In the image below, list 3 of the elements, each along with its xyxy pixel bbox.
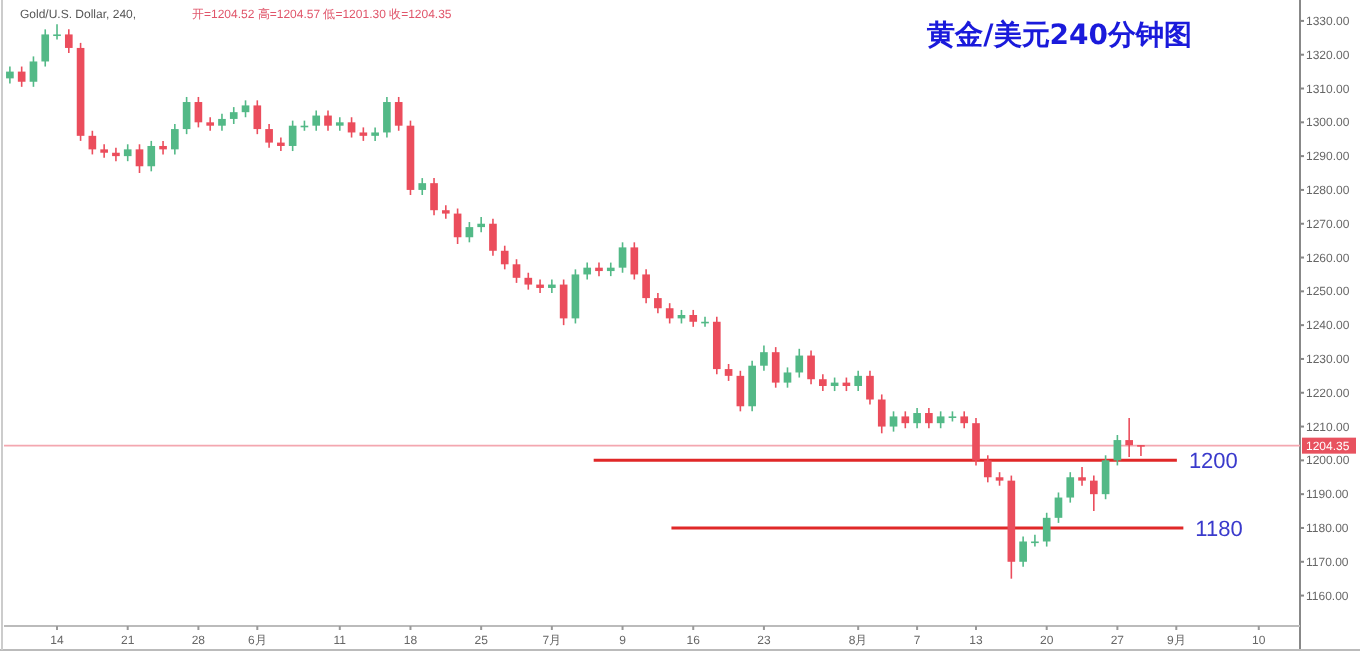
- ref-line-label: 1180: [1195, 517, 1243, 542]
- text: 黄金/美元240分钟图: [925, 18, 1192, 52]
- ref-line-label: 1200: [1188, 450, 1238, 475]
